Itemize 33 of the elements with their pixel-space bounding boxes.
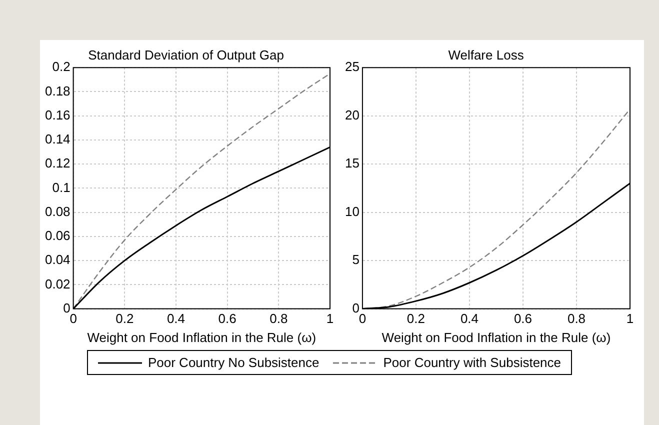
- y-tick-label: 0: [63, 300, 70, 316]
- x-tick-label: 1: [326, 311, 334, 326]
- y-tick-label: 25: [344, 59, 360, 74]
- x-axis-title: Weight on Food Inflation in the Rule (ω): [87, 330, 316, 345]
- y-tick-label: 0.14: [44, 132, 70, 147]
- chart-title: Standard Deviation of Output Gap: [88, 47, 284, 62]
- x-tick-label: 0.2: [116, 311, 134, 326]
- y-tick-label: 0.1: [52, 180, 70, 195]
- x-tick-label: 0.4: [460, 311, 479, 326]
- y-tick-label: 0.06: [44, 228, 70, 244]
- chart-title: Welfare Loss: [448, 47, 524, 62]
- y-tick-label: 5: [352, 252, 360, 268]
- y-tick-label: 0.16: [44, 107, 70, 122]
- y-tick-label: 0.02: [44, 276, 70, 292]
- x-tick-label: 1: [626, 311, 634, 326]
- y-tick-label: 20: [344, 107, 360, 122]
- x-tick-label: 0.6: [218, 311, 236, 326]
- y-tick-label: 0: [352, 300, 360, 316]
- y-tick-label: 0.04: [44, 252, 70, 268]
- legend-label: Poor Country No Subsistence: [148, 355, 320, 370]
- x-tick-label: 0.8: [567, 311, 586, 326]
- y-tick-label: 10: [344, 204, 360, 219]
- y-tick-label: 0.08: [44, 204, 70, 219]
- y-tick-label: 0.2: [52, 59, 70, 74]
- y-tick-label: 15: [344, 156, 360, 171]
- x-tick-label: 0.6: [514, 311, 532, 326]
- x-tick-label: 0.2: [406, 311, 426, 326]
- legend-label: Poor Country with Subsistence: [383, 355, 562, 370]
- y-tick-label: 0.18: [44, 83, 70, 98]
- x-axis-title: Weight on Food Inflation in the Rule (ω): [382, 330, 611, 345]
- x-tick-label: 0.4: [166, 311, 186, 326]
- x-tick-label: 0.8: [270, 311, 288, 326]
- y-tick-label: 0.12: [44, 156, 70, 171]
